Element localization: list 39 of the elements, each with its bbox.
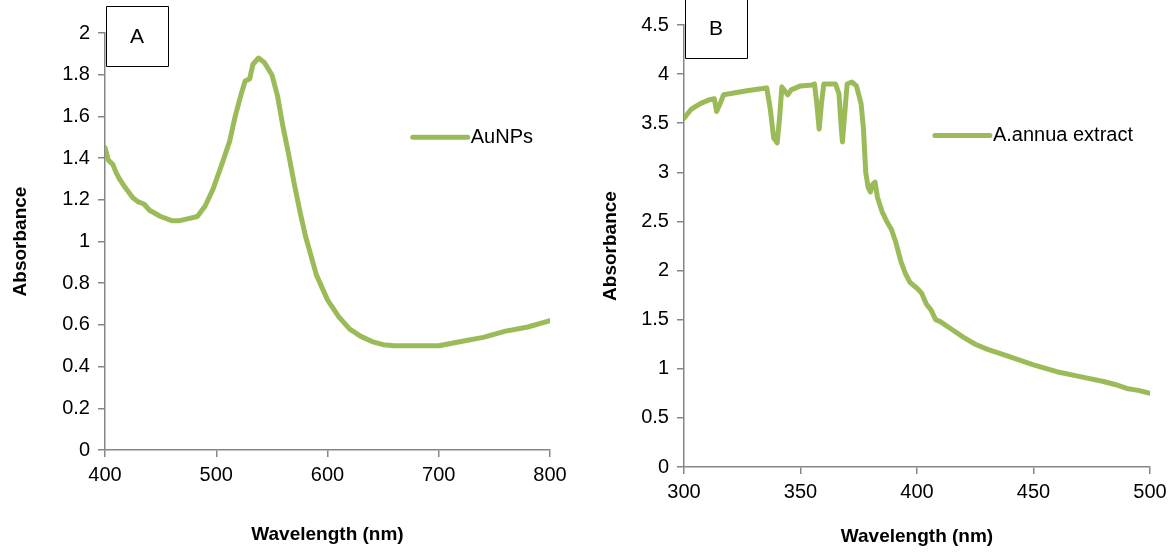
y-tick-label: 0.4 (62, 354, 90, 377)
x-tick-label: 300 (667, 479, 701, 502)
y-tick-label: 4.5 (641, 12, 669, 35)
x-tick-label: 400 (900, 479, 934, 502)
annotation: A (129, 23, 145, 47)
legend-label: A.annua extract (992, 123, 1134, 146)
y-tick-label: 1.5 (641, 307, 669, 330)
x-tick-label: 400 (88, 462, 122, 485)
y-tick-label: 1.4 (62, 145, 90, 168)
y-tick-label: 1.6 (62, 103, 90, 126)
x-tick-label: 800 (533, 462, 567, 485)
x-tick-label: 350 (783, 479, 818, 502)
y-tick-label: 0 (78, 437, 90, 460)
y-tick-label: 1.2 (62, 187, 90, 210)
y-tick-label: 2 (657, 258, 669, 281)
y-axis-title: Absorbance (598, 191, 620, 301)
y-tick-label: 0.2 (62, 395, 90, 418)
x-tick-label: 600 (310, 462, 345, 485)
y-tick-label: 0.6 (62, 312, 90, 335)
y-tick-label: 1 (78, 229, 90, 252)
x-axis-title: Wavelength (nm) (251, 522, 404, 544)
y-tick-label: 0.8 (62, 270, 90, 293)
y-tick-label: 3 (657, 159, 669, 182)
x-tick-label: 500 (199, 462, 233, 485)
y-tick-label: 1 (657, 356, 669, 379)
x-axis-title: Wavelength (nm) (840, 524, 994, 546)
x-tick-label: 450 (1016, 479, 1051, 502)
y-tick-label: 2 (78, 20, 90, 43)
legend-label: AuNPs (470, 124, 533, 147)
y-tick-label: 0.5 (641, 405, 669, 428)
y-tick-label: 0 (657, 454, 669, 477)
y-tick-label: 1.8 (62, 62, 90, 85)
annotation: B (708, 15, 724, 39)
x-tick-label: 700 (422, 462, 456, 485)
y-tick-label: 3.5 (641, 110, 669, 133)
y-axis-title: Absorbance (8, 186, 30, 297)
y-tick-label: 2.5 (641, 208, 669, 231)
y-tick-label: 4 (657, 61, 669, 84)
x-tick-label: 500 (1133, 479, 1167, 502)
